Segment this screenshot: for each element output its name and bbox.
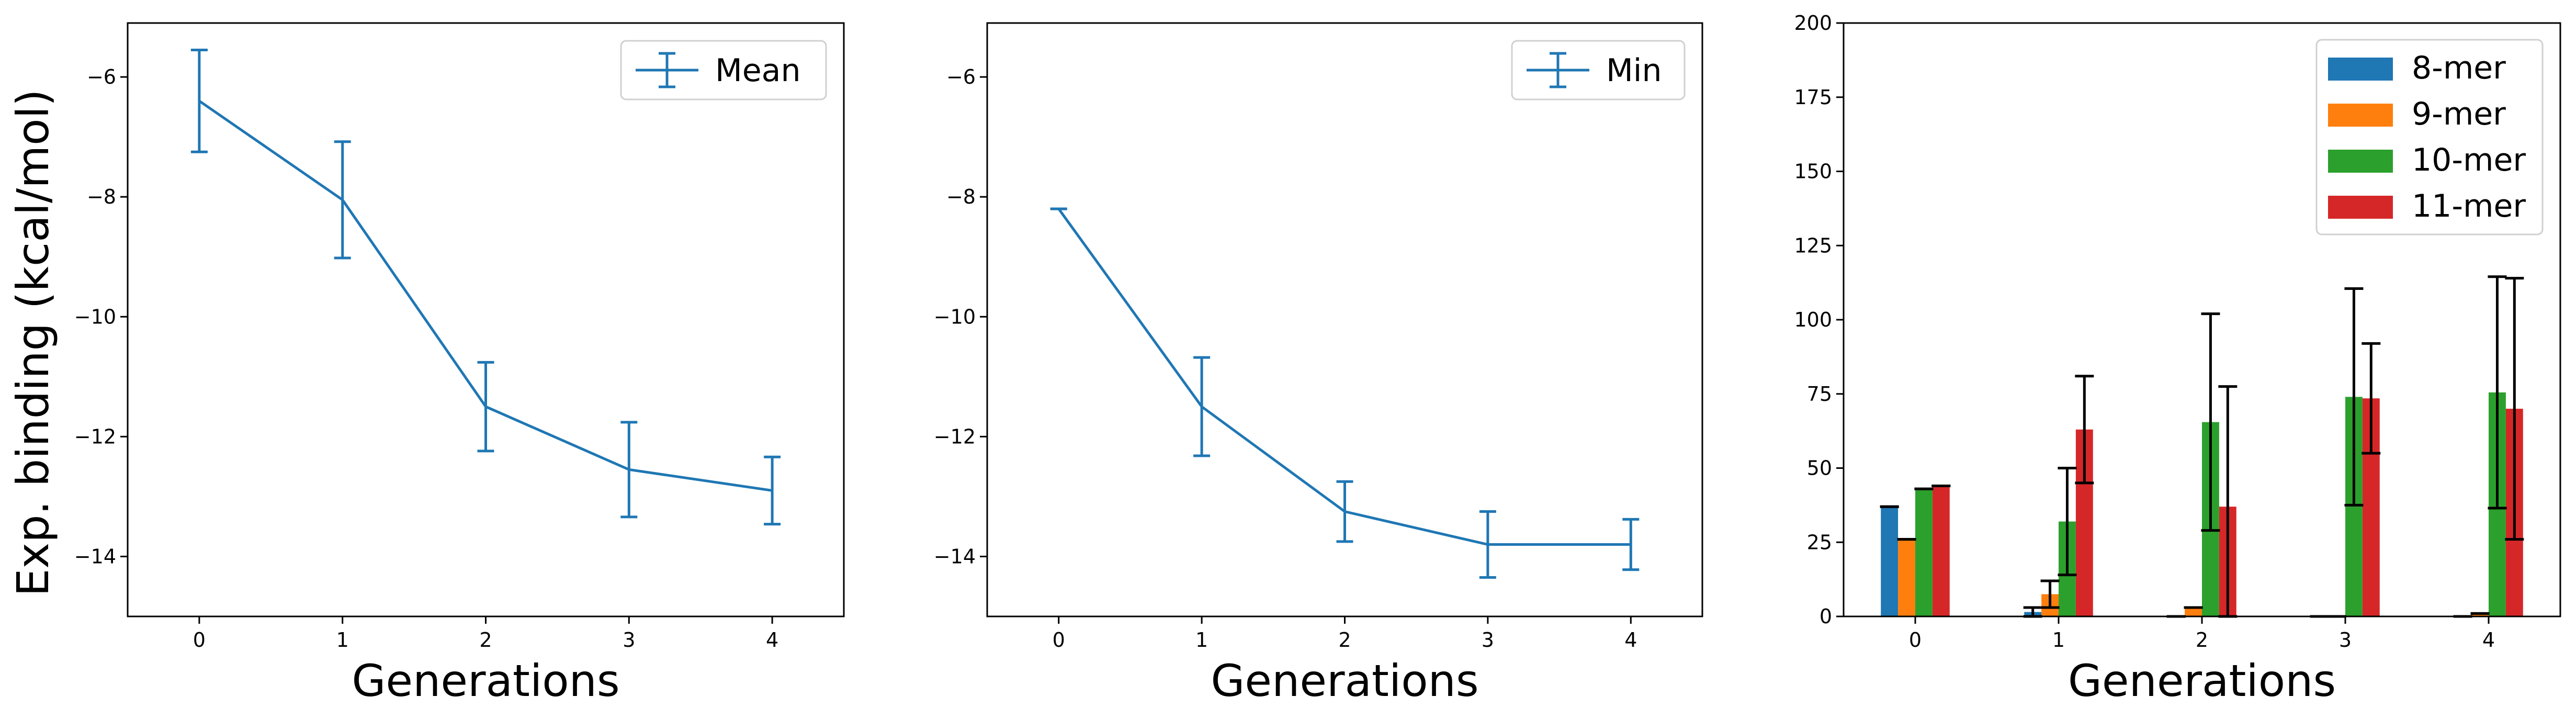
peptide-length-bar-chart: 0 1 2 3 4 0 25 50 75 100 125 150 175 200 8-mer 9-mer 10-… bbox=[1794, 12, 2561, 706]
x-axis-label: Generations bbox=[2068, 655, 2336, 706]
y-tick-label: 175 bbox=[1794, 86, 1832, 109]
legend-label: 11-mer bbox=[2412, 188, 2526, 224]
legend-box bbox=[620, 40, 827, 100]
bar bbox=[2185, 607, 2202, 616]
legend-swatch bbox=[2328, 196, 2393, 219]
x-axis-label: Generations bbox=[1211, 655, 1478, 706]
x-tick-label: 1 bbox=[336, 628, 349, 651]
legend-label: 9-mer bbox=[2412, 96, 2506, 132]
bar bbox=[2471, 613, 2489, 616]
y-tick-label: −8 bbox=[946, 185, 976, 208]
legend-swatch bbox=[2328, 58, 2393, 81]
legend-swatch bbox=[2328, 150, 2393, 173]
x-tick-label: 3 bbox=[2339, 628, 2352, 651]
y-tick-label: −8 bbox=[87, 185, 116, 208]
legend-label: Min bbox=[1606, 52, 1662, 89]
mean-binding-chart: 0 1 2 3 4 −14 −12 −10 −8 −6 Mean Generations bbox=[74, 22, 845, 706]
x-tick-label: 3 bbox=[1482, 628, 1494, 651]
x-tick-label: 1 bbox=[2052, 628, 2065, 651]
y-tick-label: 0 bbox=[1820, 605, 1832, 628]
legend-label: 8-mer bbox=[2412, 50, 2506, 86]
y-tick-label: 75 bbox=[1807, 383, 1832, 406]
x-tick-label: 0 bbox=[1053, 628, 1065, 651]
y-axis-label: Exp. binding (kcal/mol) bbox=[7, 89, 59, 596]
y-tick-label: 25 bbox=[1807, 531, 1832, 554]
y-tick-label: −10 bbox=[934, 305, 976, 328]
y-tick-label: 125 bbox=[1794, 234, 1832, 257]
axes-frame bbox=[1843, 22, 2561, 617]
x-axis-label: Generations bbox=[352, 655, 619, 706]
x-tick-label: 2 bbox=[1338, 628, 1351, 651]
x-tick-label: 4 bbox=[766, 628, 778, 651]
y-tick-label: 200 bbox=[1794, 12, 1832, 35]
legend-label: 10-mer bbox=[2412, 142, 2526, 178]
legend-label: Mean bbox=[715, 52, 800, 89]
x-tick-label: 0 bbox=[1909, 628, 1922, 651]
bar bbox=[1932, 486, 1950, 616]
y-tick-label: −10 bbox=[74, 305, 116, 328]
x-tick-label: 1 bbox=[1195, 628, 1208, 651]
bar bbox=[1898, 539, 1915, 616]
x-tick-label: 3 bbox=[623, 628, 635, 651]
y-tick-label: −14 bbox=[934, 545, 976, 568]
x-tick-label: 2 bbox=[479, 628, 492, 651]
legend-box bbox=[2315, 39, 2544, 235]
x-tick-label: 2 bbox=[2196, 628, 2208, 651]
y-tick-label: 150 bbox=[1794, 160, 1832, 183]
legend-swatch bbox=[2328, 104, 2393, 127]
y-tick-label: −14 bbox=[74, 545, 116, 568]
y-tick-label: −6 bbox=[87, 65, 116, 88]
y-tick-label: −12 bbox=[934, 425, 976, 448]
x-tick-label: 4 bbox=[2482, 628, 2495, 651]
y-tick-label: −12 bbox=[74, 425, 116, 448]
axes-frame bbox=[127, 22, 845, 617]
axes-frame bbox=[986, 22, 1703, 617]
y-tick-label: 100 bbox=[1794, 308, 1832, 331]
legend-box bbox=[1511, 40, 1686, 100]
y-tick-label: 50 bbox=[1807, 457, 1832, 480]
y-tick-label: −6 bbox=[946, 65, 976, 88]
bar bbox=[1881, 507, 1899, 616]
x-tick-label: 4 bbox=[1624, 628, 1637, 651]
x-tick-label: 0 bbox=[193, 628, 206, 651]
bar bbox=[1915, 489, 1933, 616]
min-binding-chart: 0 1 2 3 4 −14 −12 −10 −8 −6 Min Generations bbox=[934, 22, 1703, 706]
